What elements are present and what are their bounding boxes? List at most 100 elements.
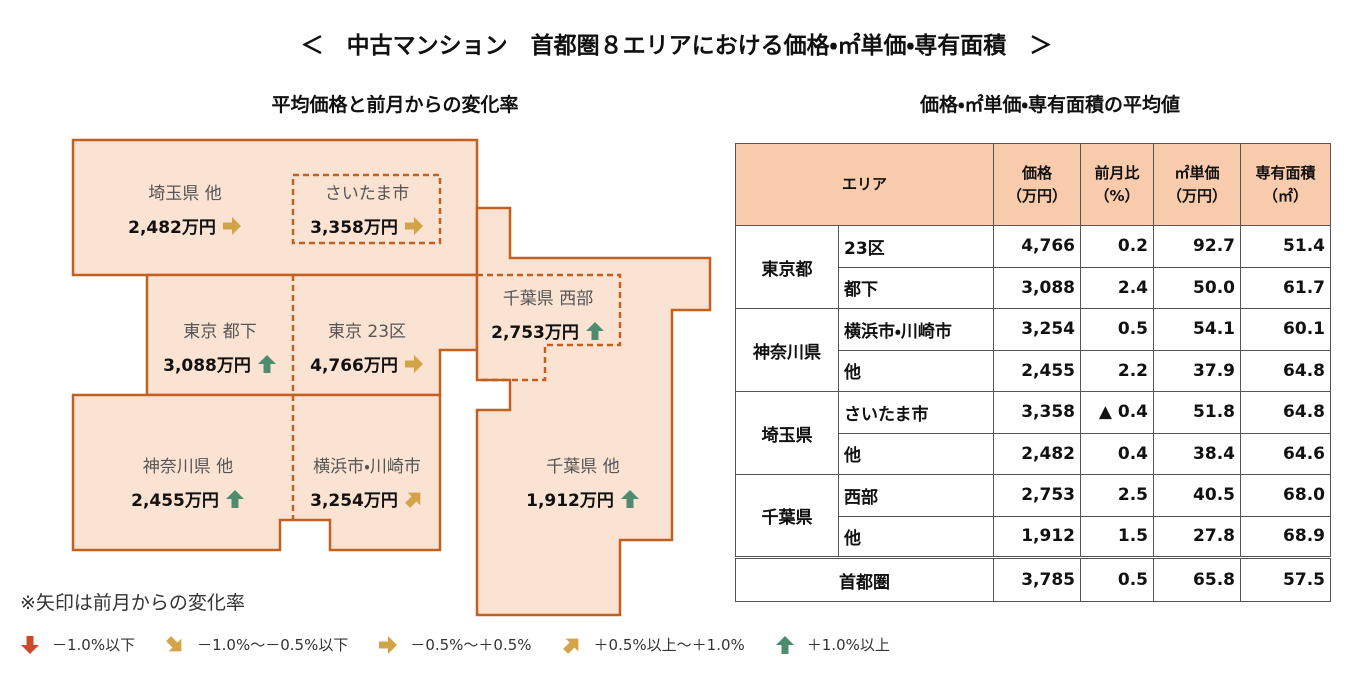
region-price: 3,254万円 <box>267 486 467 511</box>
table-row: 東京都 23区 4,766 0.2 92.7 51.4 <box>734 225 1331 309</box>
area-cell: 横浜市・川崎市 <box>838 308 994 351</box>
value-cell: 61.7 <box>1240 266 1331 309</box>
data-table: エリア 価格 （万円） 前月比 （%） ㎡単価 （万円） 専有面積 （㎡） 東京都 23区 4,766… <box>734 143 1331 602</box>
arrow-shape <box>405 492 421 508</box>
table-row: 千葉県 西部 2,753 2.5 40.5 68.0 <box>734 474 1331 558</box>
region-label: さいたま市 <box>324 184 410 204</box>
region-label: 東京 23区 <box>327 322 407 342</box>
region-shape <box>71 138 479 277</box>
trend-arrow <box>257 354 276 373</box>
value-cell: 2.5 <box>1080 474 1154 517</box>
header-row: エリア 価格 （万円） 前月比 （%） ㎡単価 （万円） 専有面積 （㎡） <box>735 143 1331 226</box>
value-cell: 3,785 <box>993 556 1081 602</box>
table-row: 神奈川県 横浜市・川崎市 3,254 0.5 54.1 60.1 <box>734 308 1331 392</box>
trend-arrow <box>405 492 421 508</box>
header-cell: ㎡単価 （万円） <box>1153 143 1241 226</box>
note: ※矢印は前月からの変化率 <box>20 592 245 614</box>
area-cell: 23区 <box>838 225 994 268</box>
legend-item: ＋0.5%以上～＋1.0% <box>562 634 745 655</box>
group-cell: 東京都 <box>734 225 840 309</box>
trend-arrow <box>21 635 39 654</box>
header-text: ㎡単価 <box>1174 164 1220 182</box>
region-label: 横浜市・川崎市 <box>313 457 421 477</box>
trend-arrow <box>404 216 423 235</box>
arrow-shape <box>585 321 604 340</box>
trend-arrow <box>404 354 423 373</box>
value-cell: 50.0 <box>1153 266 1241 309</box>
trend-arrow <box>562 638 578 654</box>
value-cell: ▲ 0.4 <box>1080 391 1154 434</box>
price: 2,455万円 <box>131 491 219 511</box>
value-cell: 40.5 <box>1153 474 1241 517</box>
group-cell: 埼玉県 <box>734 391 840 475</box>
legend: －1.0%以下 －1.0%～－0.5%以下 －0.5%～＋0.5% ＋0.5%以上～＋… <box>20 634 890 655</box>
header-text: 価格 <box>1021 164 1052 182</box>
header-text: （%） <box>1094 186 1140 205</box>
trend-arrow <box>222 216 241 235</box>
trend-arrow <box>379 635 398 654</box>
region-label: 千葉県 西部 <box>502 289 594 309</box>
value-cell: 2,455 <box>993 349 1081 392</box>
region-shape <box>475 206 712 617</box>
region-price: 2,455万円 <box>88 486 288 511</box>
total-row: 首都圏 3,785 0.5 65.8 57.5 <box>735 556 1331 602</box>
header-text: エリア <box>841 175 887 194</box>
price: 3,254万円 <box>310 491 398 511</box>
arrow-shape <box>21 635 39 654</box>
value-cell: 68.9 <box>1240 515 1331 558</box>
table-row: 他 2,482 0.4 38.4 64.6 <box>736 432 1331 475</box>
arrow-shape <box>404 216 423 235</box>
legend-text: ＋0.5%以上～＋1.0% <box>593 636 745 654</box>
region-price: 3,358万円 <box>267 213 467 238</box>
price: 2,753万円 <box>491 323 579 343</box>
value-cell: 37.9 <box>1153 349 1241 392</box>
value-cell: 2,482 <box>993 432 1081 475</box>
legend-item: ＋1.0%以上 <box>775 634 890 655</box>
header-text: （㎡） <box>1262 186 1308 205</box>
trend-arrow <box>166 635 182 651</box>
value-cell: 38.4 <box>1153 432 1241 475</box>
trend-arrow <box>620 489 639 508</box>
value-cell: 3,358 <box>993 391 1081 434</box>
value-cell: 0.5 <box>1080 308 1154 351</box>
area-cell: 他 <box>838 349 994 392</box>
value-cell: 2.2 <box>1080 349 1154 392</box>
value-cell: 0.4 <box>1080 432 1154 475</box>
region-price: 2,753万円 <box>448 318 648 343</box>
arrow-shape <box>379 635 398 654</box>
header-cell: 価格 （万円） <box>993 143 1081 226</box>
map-title: 平均価格と前月からの変化率 <box>271 94 519 116</box>
value-cell: 68.0 <box>1240 474 1331 517</box>
page-title: ＜ 中古マンション 首都圏８エリアにおける価格・㎡単価・専有面積 ＞ <box>300 33 1053 59</box>
price: 1,912万円 <box>526 491 614 511</box>
value-cell: 51.8 <box>1153 391 1241 434</box>
value-cell: 2,753 <box>993 474 1081 517</box>
trend-arrow <box>225 489 244 508</box>
region-label: 千葉県 他 <box>546 457 620 477</box>
header-text: （万円） <box>1166 186 1227 205</box>
value-cell: 2.4 <box>1080 266 1154 309</box>
header-cell: 前月比 （%） <box>1080 143 1154 226</box>
region-label: 東京 都下 <box>183 322 257 342</box>
arrow-shape <box>166 635 182 651</box>
value-cell: 4,766 <box>993 225 1081 268</box>
table-row: 他 1,912 1.5 27.8 68.9 <box>736 515 1331 558</box>
area-cell: 都下 <box>838 266 994 309</box>
value-cell: 0.2 <box>1080 225 1154 268</box>
value-cell: 92.7 <box>1153 225 1241 268</box>
region-label: 神奈川県 他 <box>142 457 234 477</box>
legend-text: －1.0%～－0.5%以下 <box>197 636 349 654</box>
table-row: 都下 3,088 2.4 50.0 61.7 <box>736 266 1331 309</box>
header-text: 専有面積 <box>1255 164 1316 182</box>
divider <box>291 173 442 245</box>
region-price: 4,766万円 <box>267 351 467 376</box>
arrow-shape <box>257 354 276 373</box>
header-cell: エリア <box>735 143 994 226</box>
arrow-shape <box>404 354 423 373</box>
area-cell: 他 <box>838 515 994 558</box>
value-cell: 64.8 <box>1240 391 1331 434</box>
value-cell: 0.5 <box>1080 556 1154 602</box>
legend-item: －0.5%～＋0.5% <box>378 634 532 655</box>
trend-arrow <box>775 635 794 654</box>
arrow-shape <box>225 489 244 508</box>
